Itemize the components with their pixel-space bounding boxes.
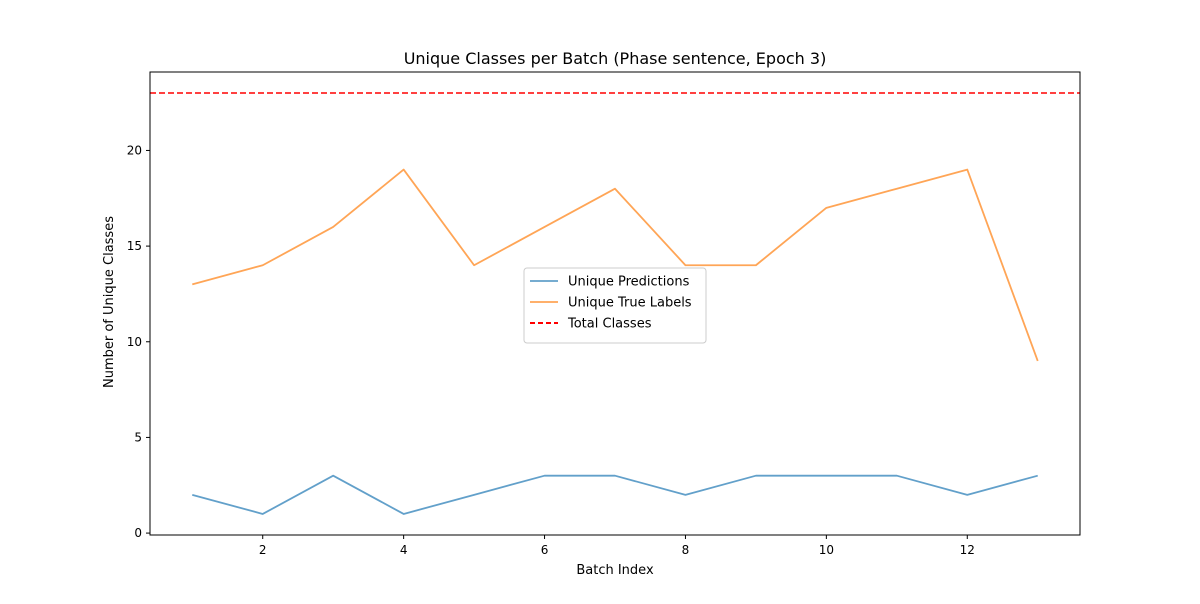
legend-label-predictions: Unique Predictions (568, 275, 690, 290)
unique-predictions-line (192, 476, 1037, 514)
legend-label-total-classes: Total Classes (567, 317, 652, 332)
x-tick-label: 6 (541, 543, 549, 557)
x-tick-label: 10 (819, 543, 834, 557)
y-tick-label: 0 (134, 526, 142, 540)
x-tick-label: 12 (960, 543, 975, 557)
y-tick-label: 10 (127, 335, 142, 349)
axis-ticks: 2 4 6 8 10 12 0 5 10 15 20 (127, 143, 975, 557)
x-tick-label: 4 (400, 543, 408, 557)
y-tick-label: 20 (127, 143, 142, 157)
x-tick-label: 8 (682, 543, 690, 557)
y-axis-label: Number of Unique Classes (102, 216, 117, 388)
legend-label-true-labels: Unique True Labels (568, 296, 692, 311)
x-tick-label: 2 (259, 543, 267, 557)
x-axis-label: Batch Index (576, 563, 654, 578)
legend: Unique Predictions Unique True Labels Tota… (524, 268, 706, 343)
y-tick-label: 15 (127, 239, 142, 253)
chart-title: Unique Classes per Batch (Phase sentence… (404, 49, 827, 68)
y-tick-label: 5 (134, 430, 142, 444)
